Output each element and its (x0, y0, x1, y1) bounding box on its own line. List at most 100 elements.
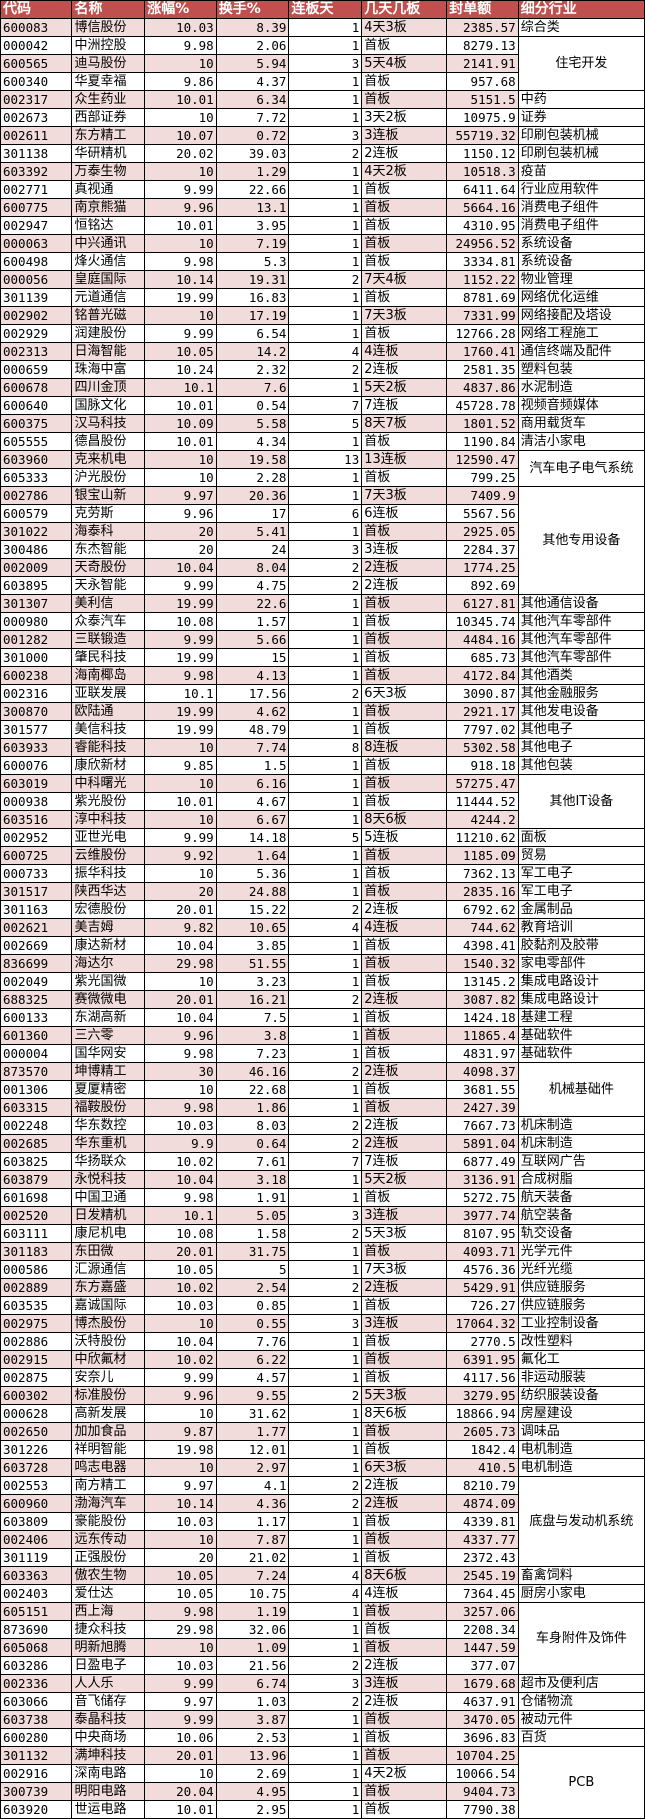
col-header-board-pattern[interactable]: 几天几板 (361, 0, 448, 19)
table-row[interactable]: 603933 睿能科技 10 7.74 8 8连板 5302.58 其他电子 (0, 738, 645, 757)
table-row[interactable]: 002685 华东重机 9.9 0.64 2 2连板 5891.04 机床制造 (0, 1134, 645, 1153)
table-row[interactable]: 603286 日盈电子 10.03 21.56 2 2连板 377.07 (0, 1656, 645, 1675)
table-row[interactable]: 002313 日海智能 10.05 14.2 4 4连板 1760.41 通信终端及配件 (0, 342, 645, 361)
table-row[interactable]: 000659 珠海中富 10.24 2.32 2 2连板 2581.35 塑料包装 (0, 360, 645, 379)
table-row[interactable]: 000586 汇源通信 10.05 5 1 7天3板 4576.36 光纤光缆 (0, 1260, 645, 1279)
table-row[interactable]: 603895 天永智能 9.99 4.75 2 2连板 892.69 (0, 576, 645, 595)
table-row[interactable]: 000733 振华科技 10 5.36 1 首板 7362.13 军工电子 (0, 864, 645, 883)
table-row[interactable]: 301119 正强股份 20 21.02 1 首板 2372.43 (0, 1548, 645, 1567)
table-row[interactable]: 002771 真视通 9.99 22.66 1 首板 6411.64 行业应用软件 (0, 180, 645, 199)
table-row[interactable]: 002947 恒铭达 10.01 3.95 1 首板 4310.95 消费电子组件 (0, 216, 645, 235)
table-row[interactable]: 002406 远东传动 10 7.87 1 首板 4337.77 (0, 1530, 645, 1549)
table-row[interactable]: 002317 众生药业 10.01 6.34 1 首板 5151.5 中药 (0, 90, 645, 109)
table-row[interactable]: 600960 渤海汽车 10.14 4.36 2 2连板 4874.09 (0, 1494, 645, 1513)
table-row[interactable]: 300870 欧陆通 19.99 4.62 1 首板 2921.17 其他发电设备 (0, 702, 645, 721)
table-row[interactable]: 600238 海南椰岛 9.98 4.13 1 首板 4172.84 其他酒类 (0, 666, 645, 685)
table-row[interactable]: 603066 音飞储存 9.97 1.03 2 2连板 4637.91 仓储物流 (0, 1692, 645, 1711)
table-row[interactable]: 002875 安奈儿 9.99 4.57 1 首板 4117.56 非运动服装 (0, 1368, 645, 1387)
table-row[interactable]: 603111 康尼机电 10.08 1.58 2 5天3板 8107.95 轨交设备 (0, 1224, 645, 1243)
col-header-turnover-pct[interactable]: 换手% (215, 0, 290, 19)
table-row[interactable]: 301183 东田微 20.01 31.75 1 首板 4093.71 光学元件 (0, 1242, 645, 1261)
table-row[interactable]: 002975 博杰股份 10 0.55 3 3连板 17064.32 工业控制设备 (0, 1314, 645, 1333)
table-row[interactable]: 002009 天奇股份 10.04 8.04 2 2连板 1774.25 (0, 558, 645, 577)
table-row[interactable]: 002916 深南电路 10 2.69 1 4天2板 10066.54 (0, 1764, 645, 1783)
table-row[interactable]: 001306 夏厦精密 10 22.68 1 首板 3681.55 (0, 1080, 645, 1099)
table-row[interactable]: 605151 西上海 9.98 1.19 1 首板 3257.06 车身附件及饰件 (0, 1602, 645, 1675)
table-row[interactable]: 000063 中兴通讯 10 7.19 1 首板 24956.52 系统设备 (0, 234, 645, 253)
table-row[interactable]: 603825 华扬联众 10.02 7.61 7 7连板 6877.49 互联网广告 (0, 1152, 645, 1171)
table-row[interactable]: 301000 肇民科技 19.99 15 1 首板 685.73 其他汽车零部件 (0, 648, 645, 667)
table-row[interactable]: 301138 华研精机 20.02 39.03 2 2连板 1150.12 印刷包装机械 (0, 144, 645, 163)
table-row[interactable]: 600375 汉马科技 10.09 5.58 5 8天7板 1801.52 商用载货车 (0, 414, 645, 433)
table-row[interactable]: 603516 淳中科技 10 6.67 1 8天6板 4244.2 (0, 810, 645, 829)
table-row[interactable]: 000938 紫光股份 10.01 4.67 1 首板 11444.52 (0, 792, 645, 811)
table-row[interactable]: 002611 东方精工 10.07 0.72 3 3连板 55719.32 印刷包装机械 (0, 126, 645, 145)
table-row[interactable]: 000004 国华网安 9.98 7.23 1 首板 4831.97 基础软件 (0, 1044, 645, 1063)
table-row[interactable]: 605333 沪光股份 10 2.28 1 首板 799.25 (0, 468, 645, 487)
table-row[interactable]: 002316 亚联发展 10.1 17.56 2 6天3板 3090.87 其他金融服务 (0, 684, 645, 703)
table-row[interactable]: 301307 美利信 19.99 22.6 1 首板 6127.81 其他通信设备 (0, 594, 645, 613)
table-row[interactable]: 600775 南京熊猫 9.96 13.1 1 首板 5664.16 消费电子组件 (0, 198, 645, 217)
table-row[interactable]: 002786 银宝山新 9.97 20.36 1 7天3板 7409.9 其他专用设备 (0, 486, 645, 595)
table-row[interactable]: 301226 祥明智能 19.98 12.01 1 首板 1842.4 电机制造 (0, 1440, 645, 1459)
table-row[interactable]: 603960 克来机电 10 19.58 13 13连板 12590.47 汽车电子电气系统 (0, 450, 645, 487)
col-header-seal-amount[interactable]: 封单额 (446, 0, 519, 19)
table-row[interactable]: 002915 中欣氟材 10.02 6.22 1 首板 6391.95 氟化工 (0, 1350, 645, 1369)
table-row[interactable]: 600498 烽火通信 9.98 5.3 1 首板 3334.81 系统设备 (0, 252, 645, 271)
table-row[interactable]: 600133 东湖高新 10.04 7.5 1 首板 1424.18 基建工程 (0, 1008, 645, 1027)
table-row[interactable]: 600565 迪马股份 10 5.94 3 5天4板 2141.91 (0, 54, 645, 73)
col-header-name[interactable]: 名称 (71, 0, 146, 19)
table-row[interactable]: 605555 德昌股份 10.01 4.34 1 首板 1190.84 清洁小家电 (0, 432, 645, 451)
table-row[interactable]: 603879 永悦科技 10.04 3.18 1 5天2板 3136.91 合成树脂 (0, 1170, 645, 1189)
table-row[interactable]: 603728 鸣志电器 10 2.97 1 6天3板 410.5 电机制造 (0, 1458, 645, 1477)
table-row[interactable]: 002889 东方嘉盛 10.02 2.54 2 2连板 5429.91 供应链服务 (0, 1278, 645, 1297)
table-row[interactable]: 301139 元道通信 19.99 16.83 1 首板 8781.69 网络优化运维 (0, 288, 645, 307)
table-row[interactable]: 002902 铭普光磁 10 17.19 1 7天3板 7331.99 网络接配及塔设 (0, 306, 645, 325)
table-row[interactable]: 603738 泰晶科技 9.99 3.87 1 首板 3470.05 被动元件 (0, 1710, 645, 1729)
col-header-change-pct[interactable]: 涨幅% (144, 0, 217, 19)
table-row[interactable]: 301577 美信科技 19.99 48.79 1 首板 7797.02 其他电子 (0, 720, 645, 739)
table-row[interactable]: 600725 云维股份 9.92 1.64 1 首板 1185.09 贸易 (0, 846, 645, 865)
table-row[interactable]: 301517 陕西华达 20 24.88 1 首板 2835.16 军工电子 (0, 882, 645, 901)
table-row[interactable]: 603809 豪能股份 10.03 1.17 1 首板 4339.81 (0, 1512, 645, 1531)
table-row[interactable]: 603363 傲农生物 10.05 7.24 4 8天6板 2545.19 畜禽饲料 (0, 1566, 645, 1585)
table-row[interactable]: 002669 康达新材 10.04 3.85 1 首板 4398.41 胶黏剂及胶带 (0, 936, 645, 955)
table-row[interactable]: 600678 四川金顶 10.1 7.6 1 5天2板 4837.86 水泥制造 (0, 378, 645, 397)
table-row[interactable]: 002886 沃特股份 10.04 7.76 1 首板 2770.5 改性塑料 (0, 1332, 645, 1351)
table-row[interactable]: 002673 西部证券 10 7.72 1 3天2板 10975.9 证券 (0, 108, 645, 127)
table-row[interactable]: 002553 南方精工 9.97 4.1 2 2连板 8210.79 底盘与发动机系统 (0, 1476, 645, 1567)
table-row[interactable]: 603315 福鞍股份 9.98 1.86 1 首板 2427.39 (0, 1098, 645, 1117)
col-header-code[interactable]: 代码 (0, 0, 73, 19)
table-row[interactable]: 600280 中央商场 10.06 2.53 1 首板 3696.83 百货 (0, 1728, 645, 1747)
table-row[interactable]: 000042 中洲控股 9.98 2.06 1 首板 8279.13 住宅开发 (0, 36, 645, 91)
table-row[interactable]: 688325 赛微微电 20.01 16.21 2 2连板 3087.82 集成电路设计 (0, 990, 645, 1009)
table-row[interactable]: 002520 日发精机 10.1 5.05 3 3连板 3977.74 航空装备 (0, 1206, 645, 1225)
table-row[interactable]: 600083 博信股份 10.03 8.39 1 4天3板 2385.57 综合类 (0, 18, 645, 37)
table-row[interactable]: 002621 美吉姆 9.82 10.65 4 4连板 744.62 教育培训 (0, 918, 645, 937)
col-header-industry[interactable]: 细分行业 (517, 0, 645, 19)
table-row[interactable]: 601360 三六零 9.96 3.8 1 首板 11865.4 基础软件 (0, 1026, 645, 1045)
table-row[interactable]: 873570 坤博精工 30 46.16 2 2连板 4098.37 机械基础件 (0, 1062, 645, 1117)
table-row[interactable]: 002049 紫光国微 10 3.23 1 首板 13145.2 集成电路设计 (0, 972, 645, 991)
table-row[interactable]: 002929 润建股份 9.99 6.54 1 首板 12766.28 网络工程施工 (0, 324, 645, 343)
table-row[interactable]: 000056 皇庭国际 10.14 19.31 2 7天4板 1152.22 物业管理 (0, 270, 645, 289)
table-row[interactable]: 002248 华东数控 10.03 8.03 2 2连板 7667.73 机床制造 (0, 1116, 645, 1135)
table-row[interactable]: 002650 加加食品 9.87 1.77 1 首板 2605.73 调味品 (0, 1422, 645, 1441)
table-row[interactable]: 001282 三联锻造 9.99 5.66 1 首板 4484.16 其他汽车零部件 (0, 630, 645, 649)
table-row[interactable]: 601698 中国卫通 9.98 1.91 1 首板 5272.75 航天装备 (0, 1188, 645, 1207)
table-row[interactable]: 000628 高新发展 10 31.62 1 8天6板 18866.94 房屋建设 (0, 1404, 645, 1423)
table-row[interactable]: 002952 亚世光电 9.99 14.18 5 5连板 11210.62 面板 (0, 828, 645, 847)
table-row[interactable]: 600076 康欣新材 9.85 1.5 1 首板 918.18 其他包装 (0, 756, 645, 775)
col-header-consecutive-days[interactable]: 连板天 (288, 0, 363, 19)
table-row[interactable]: 603392 万泰生物 10 1.29 1 4天2板 10518.3 疫苗 (0, 162, 645, 181)
table-row[interactable]: 600640 国脉文化 10.01 0.54 7 7连板 45728.78 视频音频媒体 (0, 396, 645, 415)
table-row[interactable]: 301132 满坤科技 20.01 13.96 1 首板 10704.25 PCB (0, 1746, 645, 1819)
table-row[interactable]: 836699 海达尔 29.98 51.55 1 首板 1540.32 家电零部件 (0, 954, 645, 973)
table-row[interactable]: 301163 宏德股份 20.01 15.22 2 2连板 6792.62 金属制品 (0, 900, 645, 919)
table-row[interactable]: 603920 世运电路 10.01 2.95 1 首板 7790.38 (0, 1800, 645, 1819)
table-row[interactable]: 002403 爱仕达 10.05 10.75 4 4连板 7364.45 厨房小家电 (0, 1584, 645, 1603)
table-row[interactable]: 002336 人人乐 9.99 6.74 3 3连板 1679.68 超市及便利店 (0, 1674, 645, 1693)
table-row[interactable]: 000980 众泰汽车 10.08 1.57 1 首板 10345.74 其他汽车零部件 (0, 612, 645, 631)
table-row[interactable]: 873690 捷众科技 29.98 32.06 1 首板 2208.34 (0, 1620, 645, 1639)
table-row[interactable]: 603019 中科曙光 10 6.16 1 首板 57275.47 其他IT设备 (0, 774, 645, 829)
